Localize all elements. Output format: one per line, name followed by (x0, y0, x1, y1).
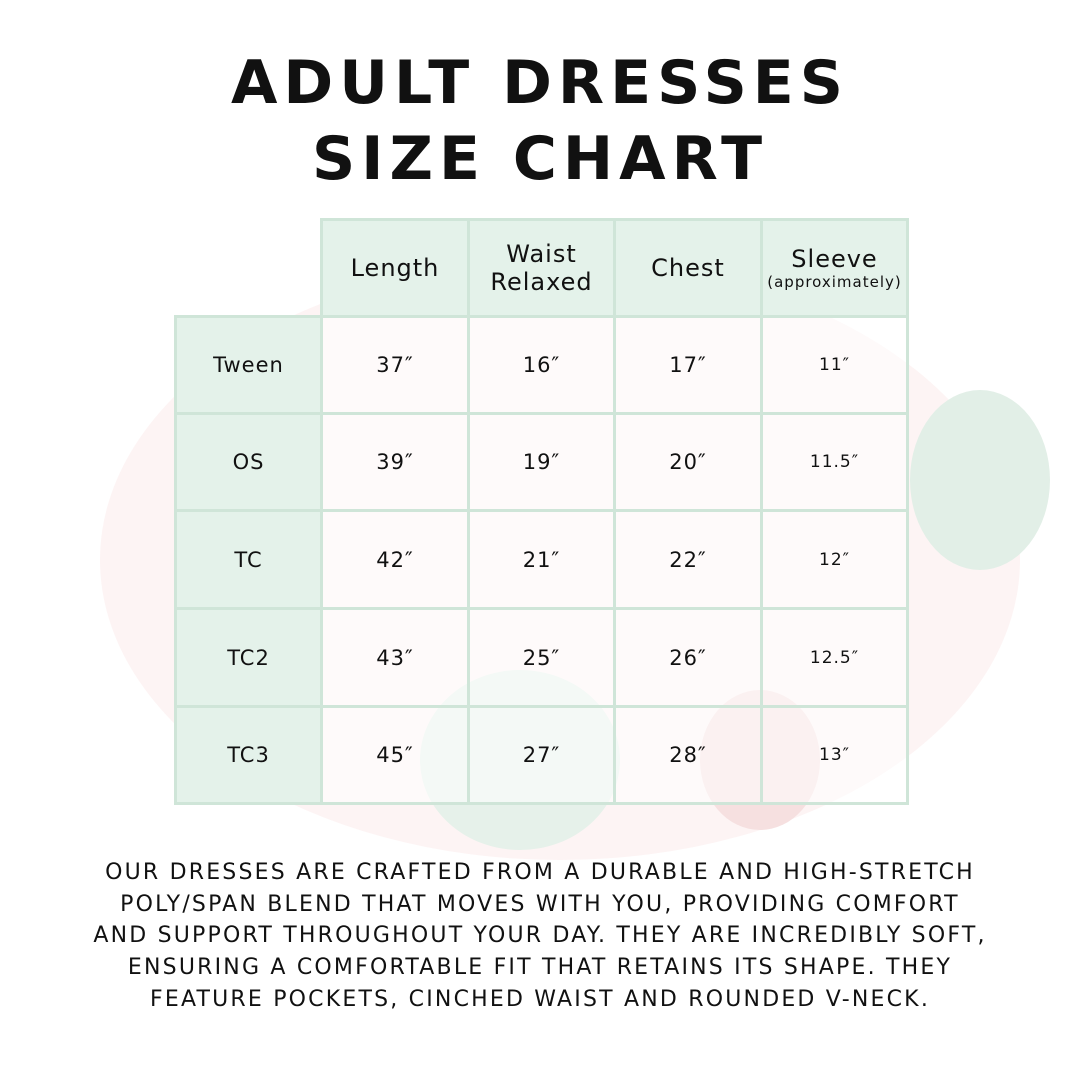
size-value: 20″ (613, 412, 763, 512)
size-value: 27″ (467, 705, 616, 805)
size-value: 42″ (320, 509, 470, 610)
header-text: Waist (506, 240, 577, 268)
header-note: (approximately) (767, 273, 902, 291)
size-value: 11″ (760, 315, 909, 415)
size-value: 12.5″ (760, 607, 909, 708)
size-label: TC2 (174, 607, 323, 708)
size-value: 28″ (613, 705, 763, 805)
size-value: 43″ (320, 607, 470, 708)
size-value: 39″ (320, 412, 470, 512)
title-line: ADULT DRESSES (231, 48, 849, 118)
column-header: Waist Relaxed (467, 218, 616, 318)
header-text: Length (350, 254, 440, 282)
size-value: 25″ (467, 607, 616, 708)
column-header: Length (320, 218, 470, 318)
size-value: 22″ (613, 509, 763, 610)
size-value: 19″ (467, 412, 616, 512)
header-text: Chest (651, 254, 725, 282)
size-label: TC (174, 509, 323, 610)
header-text: Sleeve (791, 245, 878, 273)
size-label: OS (174, 412, 323, 512)
size-value: 26″ (613, 607, 763, 708)
description-line: ENSURING A COMFORTABLE FIT THAT RETAINS … (127, 955, 953, 981)
size-value: 16″ (467, 315, 616, 415)
size-label: Tween (174, 315, 323, 415)
column-header: Sleeve (approximately) (760, 218, 909, 318)
size-value: 11.5″ (760, 412, 909, 512)
column-header: Chest (613, 218, 763, 318)
description-line: FEATURE POCKETS, CINCHED WAIST AND ROUND… (149, 986, 931, 1012)
header-text: Relaxed (490, 268, 593, 296)
size-value: 17″ (613, 315, 763, 415)
description-line: AND SUPPORT THROUGHOUT YOUR DAY. THEY AR… (93, 923, 987, 949)
size-value: 12″ (760, 509, 909, 610)
description-line: OUR DRESSES ARE CRAFTED FROM A DURABLE A… (105, 860, 975, 885)
size-label: TC3 (174, 705, 323, 805)
size-value: 21″ (467, 509, 616, 610)
description-line: POLY/SPAN BLEND THAT MOVES WITH YOU, PRO… (120, 891, 960, 917)
size-value: 37″ (320, 315, 470, 415)
size-value: 13″ (760, 705, 909, 805)
size-value: 45″ (320, 705, 470, 805)
title-line: SIZE CHART (311, 124, 769, 194)
